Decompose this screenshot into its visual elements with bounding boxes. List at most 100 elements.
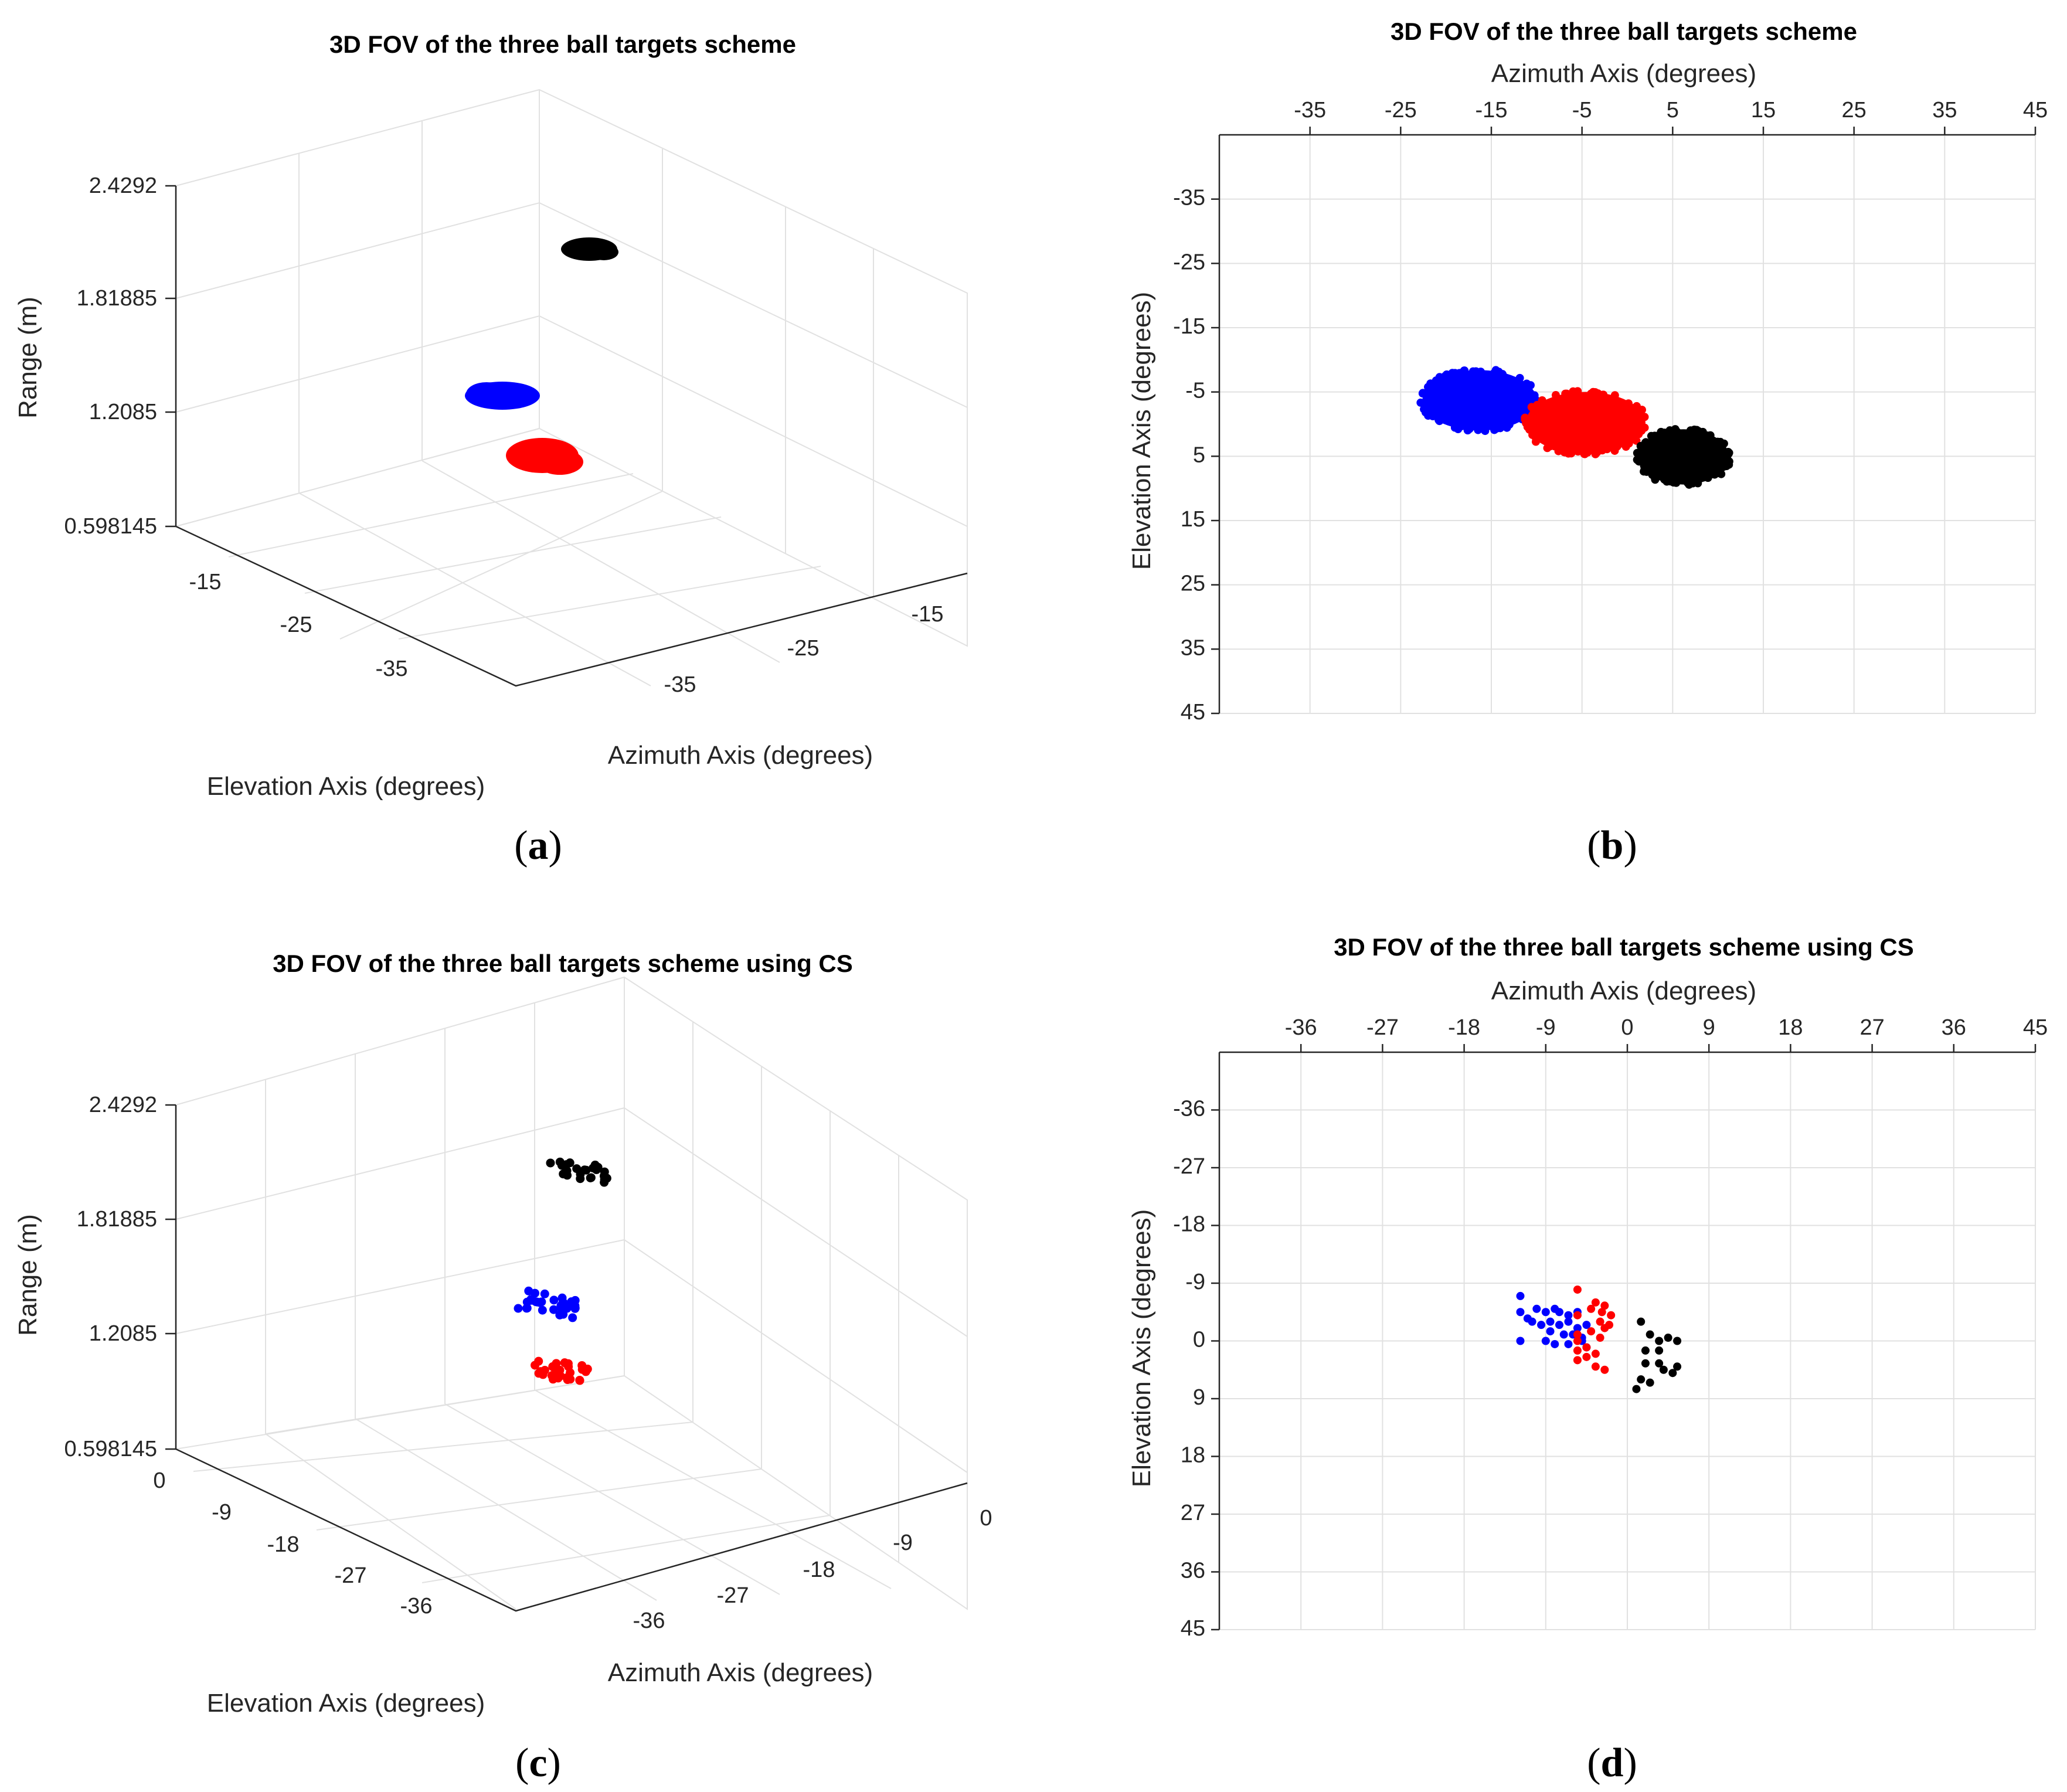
d-x-tick-label: 45 [2023, 1015, 2048, 1040]
b-red-point [1624, 399, 1633, 408]
d-x-tick-label: -9 [1536, 1015, 1556, 1040]
panel-c-black-target-point [546, 1158, 555, 1168]
d-red-point [1573, 1346, 1582, 1355]
panel-c-floor-grid [193, 1375, 892, 1610]
b-blue-point [1420, 405, 1429, 414]
panel-c-red-cluster [531, 1356, 592, 1385]
d-black-point [1673, 1362, 1682, 1371]
panel-c-azim-tick: -36 [633, 1609, 665, 1633]
b-blue-point [1505, 420, 1514, 429]
panel-c-red-target-point [566, 1375, 575, 1384]
panel-d-axes [1211, 1044, 2037, 1631]
panel-a-elev-tick: -25 [280, 613, 312, 637]
panel-a-z-tick-marks [165, 185, 176, 528]
d-red-point [1573, 1311, 1582, 1320]
b-red-point [1573, 447, 1582, 456]
panel-c-blue-target-point [524, 1286, 533, 1295]
panel-c-red-target-point [548, 1362, 557, 1371]
b-blue-point [1463, 426, 1472, 435]
b-blue-point [1429, 412, 1437, 421]
b-red-point [1538, 396, 1546, 404]
b-red-point [1531, 434, 1540, 443]
b-x-tick-label: 25 [1842, 98, 1867, 123]
panel-d-2d-plot: 3D FOV of the three ball targets scheme … [1127, 933, 2048, 1786]
panel-c-blue-target-point [557, 1293, 567, 1303]
panel-c-black-cluster [546, 1157, 611, 1187]
panel-a-azimuth-label: Azimuth Axis (degrees) [608, 741, 873, 770]
panel-c-azim-tick: -18 [803, 1558, 835, 1582]
d-red-point [1600, 1365, 1609, 1374]
panel-c-red-target-point [536, 1367, 545, 1376]
b-red-point [1621, 440, 1630, 449]
b-x-tick-label: -35 [1294, 98, 1326, 123]
b-blue-point [1450, 370, 1459, 379]
panel-b-caption: (b) [1587, 823, 1637, 868]
d-black-point [1641, 1359, 1650, 1368]
d-black-point [1655, 1346, 1664, 1355]
b-black-point [1660, 429, 1669, 437]
d-blue-point [1559, 1330, 1568, 1339]
b-red-point [1543, 444, 1552, 453]
panel-a-elev-tick: -15 [189, 570, 222, 594]
panel-c-z-tick: 1.81885 [77, 1207, 157, 1232]
d-red-point [1587, 1304, 1596, 1313]
b-red-point [1591, 450, 1600, 458]
panel-d-caption: (d) [1587, 1740, 1637, 1786]
b-y-tick-label: 5 [1193, 443, 1205, 467]
b-red-point [1522, 419, 1531, 427]
d-red-point [1597, 1308, 1606, 1317]
panel-b-title: 3D FOV of the three ball targets scheme [1391, 18, 1857, 45]
d-blue-point [1582, 1321, 1591, 1329]
b-x-tick-label: 5 [1667, 98, 1679, 123]
d-x-tick-label: 9 [1703, 1015, 1715, 1040]
panel-c-zlabel: Range (m) [13, 1214, 42, 1336]
panel-a-z-tick: 0.598145 [64, 514, 158, 539]
d-blue-point [1537, 1321, 1546, 1329]
d-blue-point [1564, 1317, 1573, 1326]
d-blue-point [1551, 1339, 1559, 1348]
b-blue-point [1460, 366, 1469, 375]
panel-a-back-walls [175, 89, 968, 647]
panel-c-red-target-point [566, 1368, 575, 1378]
b-red-point [1580, 450, 1589, 458]
b-blue-point [1476, 368, 1485, 376]
b-blue-point [1491, 366, 1500, 375]
panel-c-elev-tick: -9 [212, 1500, 232, 1525]
panel-c-elev-tick: -18 [267, 1532, 300, 1557]
d-red-series [1573, 1285, 1616, 1374]
panel-b-axes [1211, 127, 2037, 715]
panel-c-wall-verticals [265, 1003, 899, 1562]
panel-c-blue-target-point [522, 1303, 532, 1312]
b-red-point [1567, 449, 1576, 458]
panel-b-grid [1219, 135, 2036, 714]
d-red-point [1573, 1285, 1582, 1294]
d-blue-point [1564, 1339, 1573, 1348]
b-red-point [1565, 390, 1574, 399]
panel-a-red-cluster [506, 438, 583, 475]
panel-c-blue-target-point [540, 1289, 549, 1298]
d-black-point [1659, 1365, 1668, 1374]
panel-d-data [1516, 1285, 1682, 1393]
d-red-point [1591, 1298, 1600, 1307]
d-black-point [1646, 1378, 1654, 1387]
d-red-point [1573, 1356, 1582, 1365]
b-blue-blob [1422, 370, 1537, 431]
b-red-point [1632, 402, 1641, 410]
d-blue-point [1555, 1321, 1563, 1329]
panel-c-red-target-point [555, 1365, 565, 1375]
panel-c-blue-cluster [514, 1286, 580, 1322]
panel-c-azim-tick: 0 [980, 1506, 992, 1531]
d-x-tick-label: -18 [1448, 1015, 1480, 1040]
b-blue-point [1496, 424, 1505, 433]
d-blue-point [1541, 1308, 1550, 1317]
b-x-tick-label: 15 [1751, 98, 1776, 123]
d-black-point [1632, 1385, 1641, 1393]
panel-d-grid [1219, 1052, 2036, 1630]
panel-c-red-target-point [577, 1365, 587, 1374]
panel-a-red-target-points [536, 449, 583, 475]
d-y-tick-label: 27 [1181, 1501, 1205, 1525]
b-black-point [1636, 441, 1645, 450]
panel-c-blue-target-point [514, 1304, 523, 1313]
panel-a-wall-gridlines [175, 202, 968, 527]
